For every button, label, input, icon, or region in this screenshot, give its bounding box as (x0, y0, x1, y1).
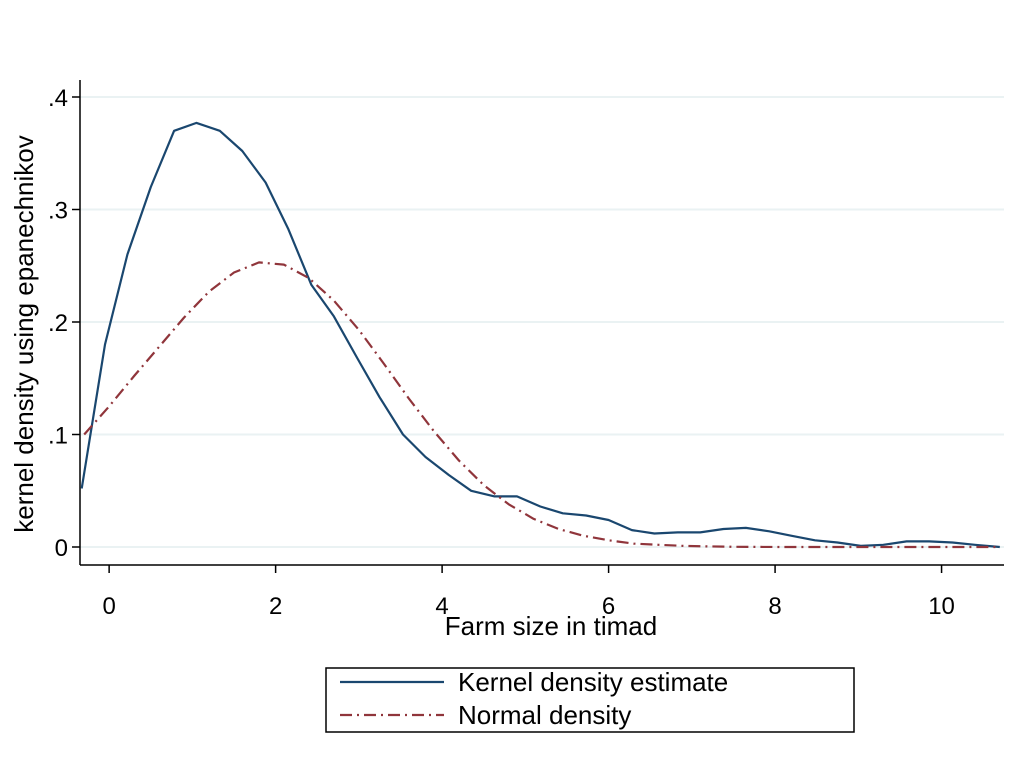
axes: 0 .1 .2 .3 .4 0 2 4 6 8 10 (48, 80, 1004, 620)
y-tick-label: .1 (48, 423, 68, 450)
y-tick-label: 0 (55, 535, 68, 562)
x-tick-label: 6 (602, 593, 615, 620)
x-tick-label: 2 (269, 593, 282, 620)
series (80, 121, 1000, 549)
x-tick-label: 10 (928, 593, 955, 620)
y-axis-title: kernel density using epanechnikov (9, 135, 39, 532)
x-tick-label: 0 (102, 593, 115, 620)
normal-density-line (83, 261, 1000, 549)
y-tick-label: .3 (48, 198, 68, 225)
legend-label: Normal density (458, 700, 631, 730)
x-axis-title: Farm size in timad (445, 611, 657, 641)
legend-label: Kernel density estimate (458, 667, 728, 697)
x-tick-label: 4 (435, 593, 448, 620)
x-tick-label: 8 (768, 593, 781, 620)
kernel-density-line (80, 121, 1000, 549)
y-tick-label: .4 (48, 85, 68, 112)
grid (80, 96, 1004, 548)
y-tick-label: .2 (48, 310, 68, 337)
legend-box (325, 667, 855, 733)
